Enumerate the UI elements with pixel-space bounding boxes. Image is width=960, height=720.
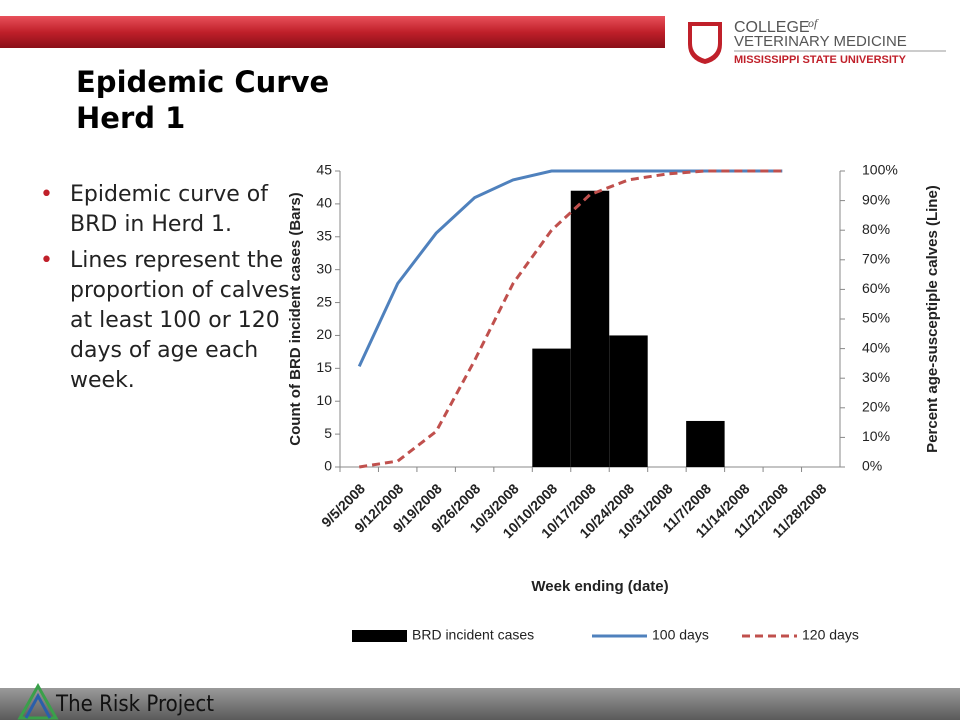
y-tick-label: 0 bbox=[324, 458, 332, 474]
y2-tick-label: 20% bbox=[862, 399, 890, 415]
bar bbox=[609, 335, 648, 467]
footer-logo bbox=[17, 682, 59, 720]
y2-tick-label: 90% bbox=[862, 191, 890, 207]
y-tick-label: 15 bbox=[316, 359, 332, 375]
logo-text: VETERINARY MEDICINE bbox=[734, 33, 907, 50]
logo-text: MISSISSIPPI STATE UNIVERSITY bbox=[734, 54, 907, 66]
bar bbox=[570, 190, 610, 467]
y-tick-label: 35 bbox=[316, 227, 332, 243]
title-line: Epidemic Curve bbox=[76, 65, 330, 99]
y-tick-label: 30 bbox=[316, 260, 332, 276]
y-axis-title: Count of BRD incident cases (Bars) bbox=[287, 192, 304, 445]
bar bbox=[532, 348, 571, 467]
logo-text: COLLEGE bbox=[734, 19, 810, 36]
y2-tick-label: 40% bbox=[862, 339, 890, 355]
bullet: Lines represent the proportion of calves… bbox=[40, 246, 310, 396]
y-tick-label: 5 bbox=[324, 425, 332, 441]
legend-swatch bbox=[352, 630, 407, 642]
y-tick-label: 10 bbox=[316, 392, 332, 408]
slide-title: Epidemic Curve Herd 1 bbox=[76, 64, 329, 136]
bullet: Epidemic curve of BRD in Herd 1. bbox=[40, 180, 310, 240]
y2-tick-label: 0% bbox=[862, 458, 882, 474]
y-tick-label: 25 bbox=[316, 293, 332, 309]
y-tick-label: 20 bbox=[316, 326, 332, 342]
logo-text: of bbox=[808, 16, 819, 30]
y-tick-label: 45 bbox=[316, 162, 332, 178]
y-tick-label: 40 bbox=[316, 195, 332, 211]
y2-axis-title: Percent age-susceptiple calves (Line) bbox=[924, 185, 941, 453]
y2-tick-label: 10% bbox=[862, 428, 890, 444]
y2-tick-label: 100% bbox=[862, 162, 898, 178]
line bbox=[359, 169, 783, 469]
y2-tick-label: 80% bbox=[862, 221, 890, 237]
y2-tick-label: 70% bbox=[862, 251, 890, 267]
y2-tick-label: 30% bbox=[862, 369, 890, 385]
bullet-list: Epidemic curve of BRD in Herd 1. Lines r… bbox=[30, 180, 310, 402]
bar bbox=[686, 420, 725, 467]
header-bar bbox=[0, 16, 665, 48]
y2-tick-label: 50% bbox=[862, 310, 890, 326]
legend-label: 120 days bbox=[802, 627, 859, 643]
legend-label: BRD incident cases bbox=[412, 627, 534, 643]
footer-brand: The Risk Project bbox=[55, 692, 214, 717]
legend-label: 100 days bbox=[652, 627, 709, 643]
title-line: Herd 1 bbox=[76, 101, 186, 135]
y2-tick-label: 60% bbox=[862, 280, 890, 296]
footer-bar bbox=[0, 688, 960, 720]
x-axis-title: Week ending (date) bbox=[531, 578, 668, 595]
